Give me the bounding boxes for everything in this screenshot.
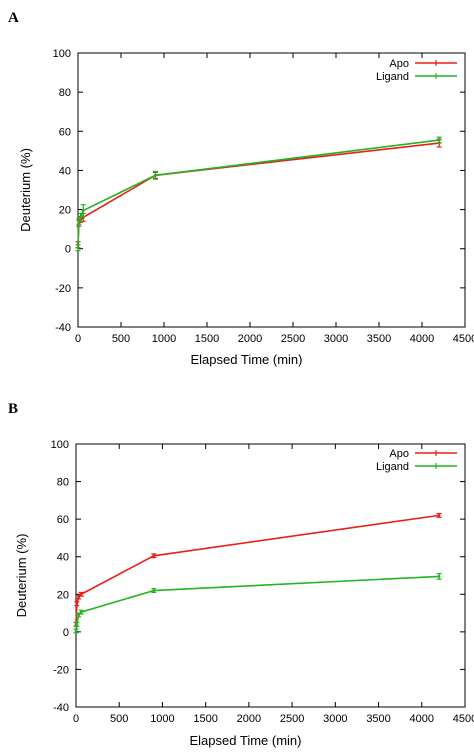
data-point bbox=[79, 610, 83, 614]
y-tick-label: 60 bbox=[57, 514, 69, 526]
data-point bbox=[437, 513, 441, 517]
y-axis-title: Deuterium (%) bbox=[18, 148, 33, 232]
x-tick-label: 3500 bbox=[366, 713, 390, 725]
x-tick-label: 500 bbox=[110, 713, 128, 725]
x-tick-label: 1000 bbox=[152, 333, 176, 345]
x-tick-label: 500 bbox=[112, 333, 130, 345]
data-point bbox=[152, 589, 156, 592]
x-tick-label: 4500 bbox=[453, 713, 474, 725]
x-tick-label: 4000 bbox=[410, 713, 434, 725]
x-tick-label: 3500 bbox=[367, 333, 391, 345]
y-tick-label: 0 bbox=[63, 627, 69, 639]
data-point bbox=[154, 173, 157, 177]
y-tick-label: -40 bbox=[55, 322, 71, 334]
y-tick-label: -40 bbox=[53, 702, 69, 714]
series-ligand bbox=[73, 573, 442, 634]
legend-label: Ligand bbox=[376, 71, 409, 83]
data-point bbox=[75, 622, 79, 626]
y-tick-label: 40 bbox=[57, 552, 69, 564]
x-tick-label: 3000 bbox=[324, 333, 348, 345]
x-tick-label: 1500 bbox=[193, 713, 217, 725]
y-tick-label: 100 bbox=[51, 439, 69, 451]
x-tick-label: 3000 bbox=[323, 713, 347, 725]
x-tick-label: 1000 bbox=[150, 713, 174, 725]
legend-label: Ligand bbox=[376, 461, 409, 473]
y-tick-label: 80 bbox=[59, 87, 71, 99]
y-tick-label: -20 bbox=[53, 664, 69, 676]
x-tick-label: 1500 bbox=[195, 333, 219, 345]
series-line bbox=[75, 575, 440, 632]
y-tick-label: 80 bbox=[57, 477, 69, 489]
data-point bbox=[74, 629, 78, 633]
series-line bbox=[77, 142, 440, 245]
y-tick-label: 20 bbox=[57, 589, 69, 601]
y-tick-label: 60 bbox=[59, 126, 71, 138]
x-tick-label: 2000 bbox=[237, 713, 261, 725]
y-tick-label: -20 bbox=[55, 283, 71, 295]
data-point bbox=[81, 209, 85, 212]
x-tick-label: 0 bbox=[75, 333, 81, 345]
y-axis-title: Deuterium (%) bbox=[14, 534, 29, 618]
data-point bbox=[75, 602, 79, 606]
data-point bbox=[437, 575, 441, 578]
y-tick-label: 100 bbox=[53, 48, 71, 60]
data-point bbox=[79, 592, 83, 596]
legend-label: Apo bbox=[389, 58, 409, 70]
x-axis-title: Elapsed Time (min) bbox=[191, 352, 303, 367]
plot-frame bbox=[77, 52, 466, 328]
data-point bbox=[76, 246, 80, 250]
x-tick-label: 0 bbox=[73, 713, 79, 725]
panel-label: A bbox=[8, 10, 19, 26]
series-line bbox=[77, 139, 440, 248]
series-apo bbox=[75, 138, 442, 249]
data-point bbox=[152, 554, 156, 558]
y-tick-label: 40 bbox=[59, 165, 71, 177]
y-tick-label: 20 bbox=[59, 205, 71, 217]
x-tick-label: 4500 bbox=[453, 333, 474, 345]
plot-frame bbox=[75, 443, 466, 708]
x-axis-title: Elapsed Time (min) bbox=[190, 733, 302, 748]
x-tick-label: 4000 bbox=[410, 333, 434, 345]
series-ligand bbox=[75, 136, 442, 252]
series-apo bbox=[73, 512, 442, 627]
x-tick-label: 2500 bbox=[281, 333, 305, 345]
data-point bbox=[437, 138, 441, 142]
series-line bbox=[75, 514, 440, 625]
x-tick-label: 2500 bbox=[280, 713, 304, 725]
y-tick-label: 0 bbox=[65, 244, 71, 256]
panel-label: B bbox=[8, 401, 18, 417]
legend-label: Apo bbox=[389, 448, 409, 460]
x-tick-label: 2000 bbox=[238, 333, 262, 345]
